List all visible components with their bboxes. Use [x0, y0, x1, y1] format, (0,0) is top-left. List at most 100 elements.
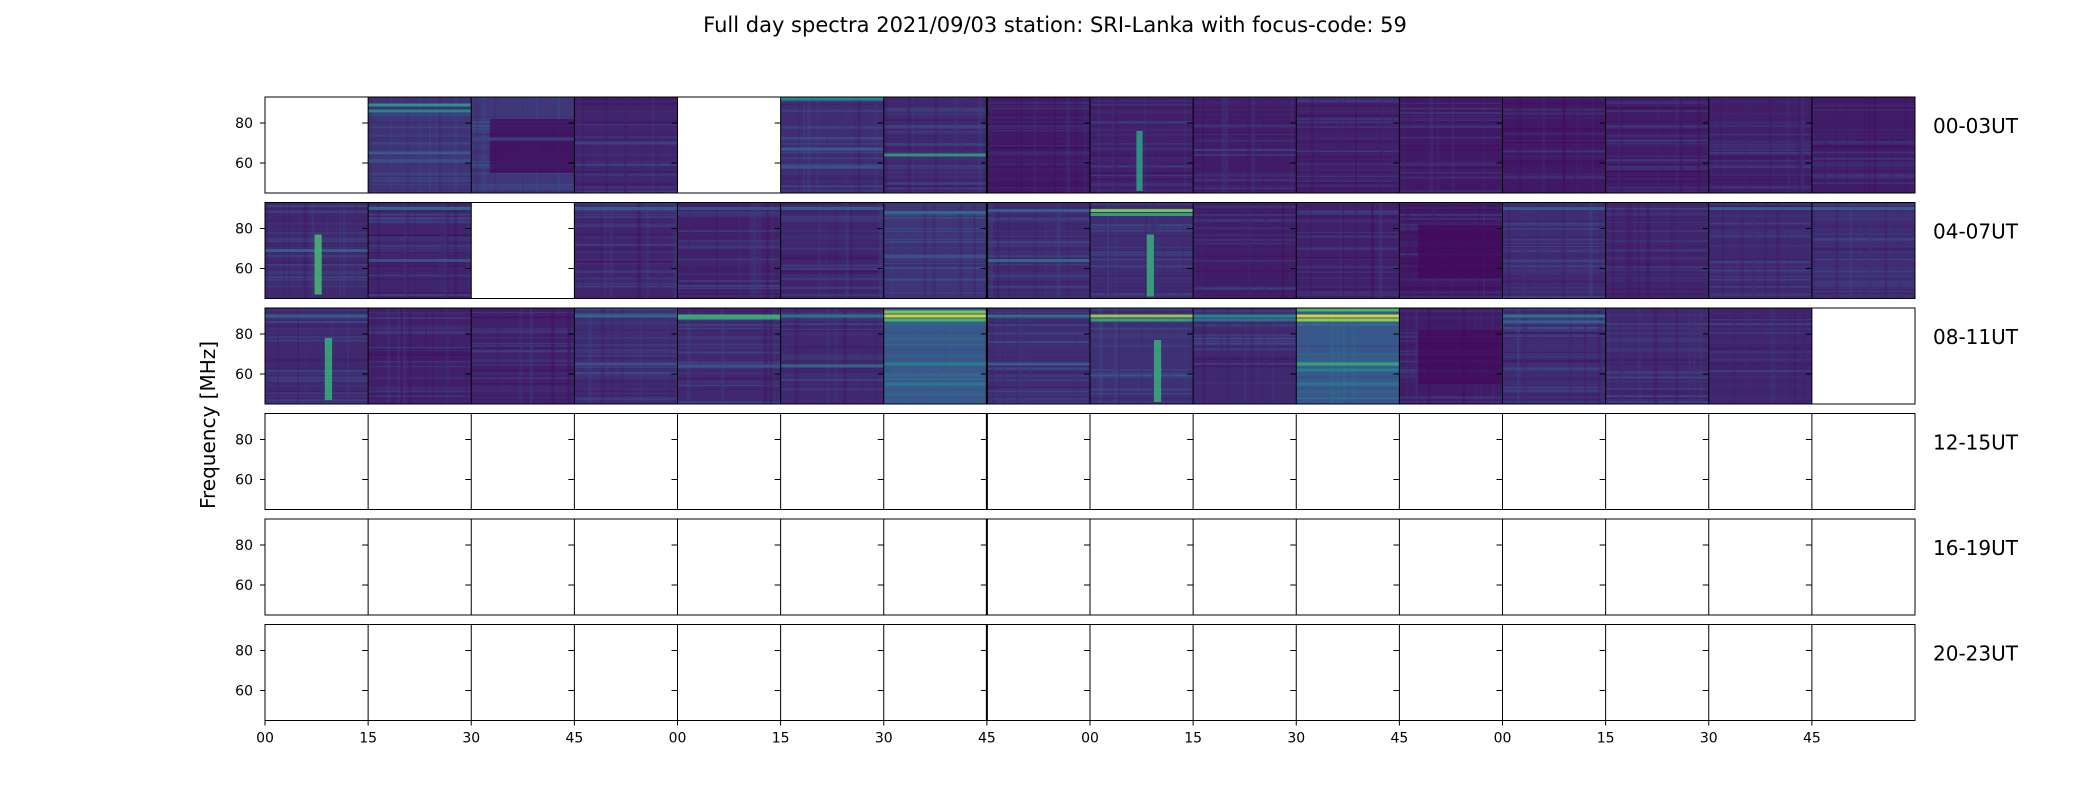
spectrum-panel	[1502, 308, 1606, 404]
spectrum-panel	[986, 97, 1090, 193]
spectral-line	[1811, 207, 1915, 210]
y-tick-label: 60	[235, 262, 253, 278]
spectral-line	[1090, 213, 1194, 216]
spectral-line	[1296, 382, 1400, 386]
row-time-label: 00-03UT	[1933, 114, 2019, 138]
spectrum-panel	[471, 97, 575, 193]
spectrum-panel	[1605, 202, 1710, 299]
spectrum-panel	[1399, 308, 1503, 404]
x-axis: 00 15 30 45 00 15 30 45 00 15 30 45 00 15 30 45	[256, 720, 1821, 747]
spectral-line	[883, 153, 987, 157]
row-time-label: 16-19UT	[1933, 536, 2019, 560]
row-frame	[264, 202, 1916, 299]
x-tick-label: 30	[1287, 731, 1305, 747]
spectral-line	[1296, 314, 1400, 318]
y-tick-label: 60	[235, 156, 253, 172]
spectral-line	[883, 211, 987, 214]
spectrum-panel	[1193, 308, 1298, 404]
spectral-line	[1193, 318, 1297, 322]
spectral-line	[986, 209, 1090, 212]
spectral-line	[883, 310, 987, 314]
spectrum-panel	[1399, 97, 1506, 193]
spectrum-panel	[1502, 97, 1606, 193]
spectra-row: 60 80 00-03UT	[235, 96, 2019, 194]
spectral-line	[780, 165, 884, 169]
spectra-row: 60 80 04-07UT	[235, 202, 2019, 299]
spectrum-panel	[1090, 97, 1194, 193]
spectral-line	[883, 382, 987, 386]
spectrum-panel	[1090, 308, 1194, 404]
row-frame	[264, 96, 1916, 194]
spectrum-panel	[1193, 202, 1297, 299]
y-tick-label: 80	[235, 327, 253, 343]
spectral-line	[574, 141, 678, 145]
spectrum-panel	[1502, 202, 1606, 299]
x-tick-label: 15	[772, 731, 790, 747]
spectral-line	[780, 364, 884, 368]
spectral-line	[368, 207, 472, 210]
spectrum-panel	[265, 202, 369, 299]
x-tick-label: 15	[1184, 731, 1202, 747]
row-frame	[264, 518, 1916, 616]
row-frame	[264, 307, 1916, 405]
spectrum-panel	[1399, 202, 1503, 299]
spectral-line	[1502, 207, 1606, 210]
spectrum-panel	[780, 202, 884, 299]
spectral-line	[780, 207, 884, 210]
y-tick-label: 60	[235, 578, 253, 594]
spectral-line	[1296, 368, 1400, 372]
radio-burst	[314, 234, 322, 295]
spectrum-panel	[574, 97, 678, 193]
x-tick-label: 30	[462, 731, 480, 747]
spectrum-panel	[1193, 97, 1297, 193]
chart-title: Full day spectra 2021/09/03 station: SRI…	[703, 13, 1407, 37]
spectrum-panel	[574, 202, 680, 299]
y-tick-label: 80	[235, 538, 253, 554]
x-tick-label: 45	[978, 731, 996, 747]
spectrum-panel	[986, 308, 1093, 404]
spectrum-panel	[1090, 202, 1194, 299]
spectrum-panel	[1811, 202, 1915, 299]
spectrum-panel	[1605, 97, 1709, 193]
spectrum-panel	[368, 308, 472, 404]
spectral-line	[368, 259, 472, 262]
spectrum-panel	[1708, 202, 1812, 299]
spectrum-panel	[1605, 308, 1709, 404]
spectrum-panel	[677, 308, 781, 404]
x-tick-label: 00	[1081, 731, 1099, 747]
y-axis-label: Frequency [MHz]	[196, 341, 220, 509]
x-tick-label: 00	[256, 731, 274, 747]
spectral-line	[986, 314, 1090, 318]
spectrum-panel	[574, 308, 682, 404]
spectrum-panel	[883, 97, 987, 193]
spectral-line	[368, 151, 472, 155]
row-frame	[264, 413, 1916, 510]
spectral-line	[1296, 362, 1400, 366]
radio-burst	[1146, 234, 1154, 297]
spectrum-panel	[471, 308, 575, 404]
radio-burst	[1153, 340, 1162, 402]
x-tick-label: 15	[359, 731, 377, 747]
spectrum-panel	[1296, 202, 1402, 299]
spectrum-panel	[1811, 97, 1915, 193]
spectral-line	[574, 362, 678, 366]
spectral-line	[471, 137, 575, 141]
y-tick-label: 80	[235, 222, 253, 238]
spectral-line	[780, 147, 884, 151]
x-tick-label: 45	[565, 731, 583, 747]
spectrum-panel	[677, 202, 781, 299]
spectral-line	[677, 316, 781, 320]
x-tick-label: 00	[1494, 731, 1512, 747]
spectral-line	[1090, 209, 1194, 212]
x-tick-label: 45	[1390, 731, 1408, 747]
spectral-line	[1090, 318, 1194, 322]
spectrum-panel	[883, 308, 987, 404]
y-tick-label: 60	[235, 473, 253, 489]
row-time-label: 08-11UT	[1933, 325, 2019, 349]
spectrum-panel	[883, 202, 987, 299]
y-tick-label: 60	[235, 684, 253, 700]
spectrum-panel	[368, 97, 472, 193]
spectral-line	[1296, 308, 1400, 312]
radio-burst	[1136, 131, 1143, 191]
y-tick-label: 80	[235, 116, 253, 132]
